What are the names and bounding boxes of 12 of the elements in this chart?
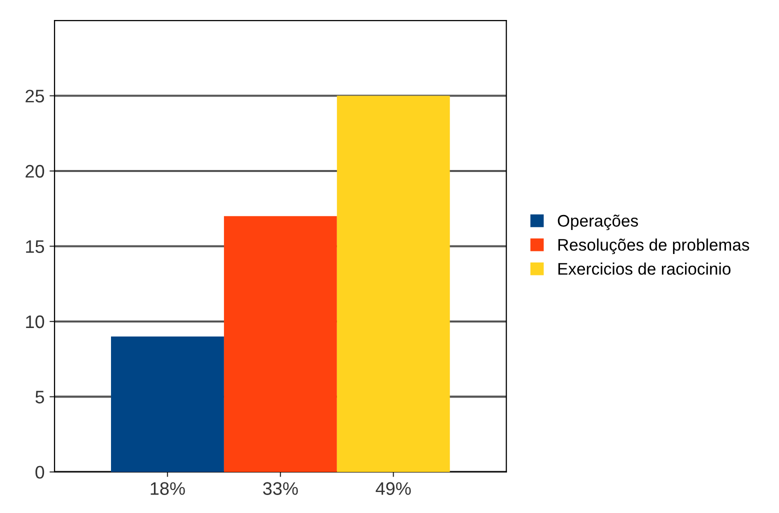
legend-label: Resoluções de problemas (558, 238, 750, 254)
x-tick-label: 18% (150, 482, 185, 495)
legend-label: Operações (558, 214, 638, 230)
x-tick-label: 33% (263, 482, 298, 495)
y-tick-label: 20 (26, 164, 44, 178)
x-tick-label: 49% (376, 482, 411, 495)
y-tick-label: 25 (26, 90, 44, 102)
y-tick-label: 5 (35, 390, 44, 404)
y-tick-label: 10 (26, 315, 44, 328)
y-tick-label: 0 (35, 466, 44, 479)
legend-label: Exercicios de raciocinio (558, 262, 730, 275)
y-tick-label: 15 (26, 240, 44, 253)
